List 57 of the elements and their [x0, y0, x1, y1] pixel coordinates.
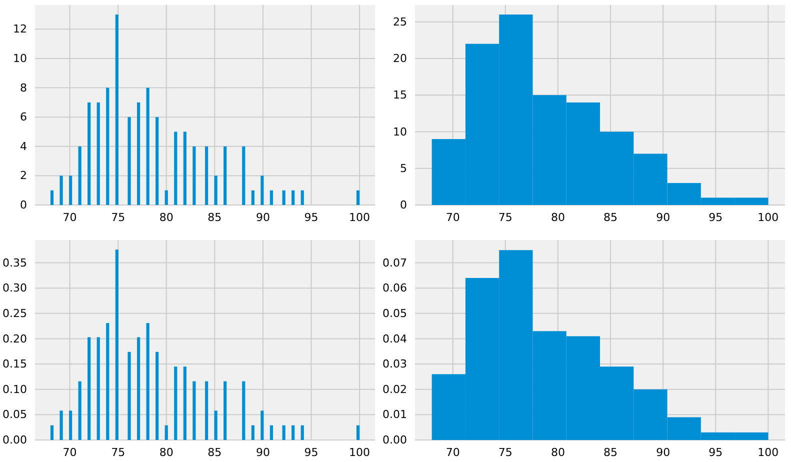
x-tick-label: 85 [208, 210, 222, 224]
y-tick-label: 5 [400, 162, 407, 175]
x-tick-label: 100 [349, 210, 370, 224]
y-tick-label: 0.00 [382, 434, 407, 447]
x-tick-label: 75 [498, 446, 512, 459]
y-tick-label: 0.05 [382, 306, 407, 320]
y-tick-label: 15 [393, 88, 407, 102]
y-tick-label: 0.07 [382, 256, 407, 270]
y-tick-label: 0.15 [2, 358, 27, 371]
x-tick-label: 85 [208, 446, 222, 459]
x-tick-label: 90 [656, 446, 670, 459]
x-tick-label: 90 [656, 210, 670, 224]
y-tick-label: 10 [393, 125, 407, 138]
y-tick-label: 0.10 [2, 382, 27, 396]
y-tick-label: 8 [20, 81, 27, 94]
x-tick-label: 80 [550, 446, 565, 459]
x-tick-label: 85 [604, 210, 618, 224]
x-tick-label: 100 [758, 210, 779, 224]
y-tick-label: 0.25 [2, 306, 27, 320]
y-tick-label: 0.03 [382, 358, 407, 371]
x-tick-label: 95 [708, 446, 723, 459]
x-tick-label: 100 [758, 446, 779, 459]
y-tick-label: 4 [20, 140, 27, 153]
x-tick-label: 75 [111, 210, 126, 224]
y-tick-label: 0.02 [382, 382, 407, 396]
y-tick-label: 2 [20, 169, 27, 182]
y-tick-label: 6 [20, 110, 27, 124]
x-tick-label: 85 [604, 446, 618, 459]
x-tick-label: 90 [256, 210, 270, 224]
y-tick-label: 0 [20, 198, 27, 212]
x-tick-label: 95 [304, 210, 318, 224]
y-tick-label: 10 [13, 52, 27, 65]
y-tick-label: 20 [393, 52, 407, 65]
y-tick-label: 0.05 [2, 408, 27, 422]
y-tick-label: 0.35 [2, 256, 27, 270]
x-tick-label: 70 [446, 446, 460, 459]
y-tick-label: 0.20 [2, 332, 27, 346]
x-tick-label: 95 [708, 210, 723, 224]
y-tick-label: 0 [400, 198, 407, 212]
x-tick-label: 80 [159, 210, 174, 224]
y-tick-label: 0.30 [2, 282, 27, 295]
y-tick-label: 0.00 [2, 434, 27, 447]
x-tick-label: 75 [498, 210, 512, 224]
x-tick-label: 100 [349, 446, 370, 459]
x-tick-label: 95 [304, 446, 318, 459]
x-tick-label: 70 [62, 210, 77, 224]
y-tick-label: 0.04 [382, 332, 407, 346]
x-tick-label: 70 [62, 446, 77, 459]
y-tick-label: 12 [13, 22, 27, 36]
x-tick-label: 80 [550, 210, 565, 224]
y-tick-label: 25 [393, 15, 407, 28]
x-tick-label: 70 [446, 210, 460, 224]
y-tick-label: 0.06 [382, 282, 407, 295]
x-tick-label: 80 [159, 446, 174, 459]
y-tick-label: 0.01 [382, 408, 407, 422]
x-tick-label: 75 [111, 446, 126, 459]
x-tick-label: 90 [256, 446, 270, 459]
